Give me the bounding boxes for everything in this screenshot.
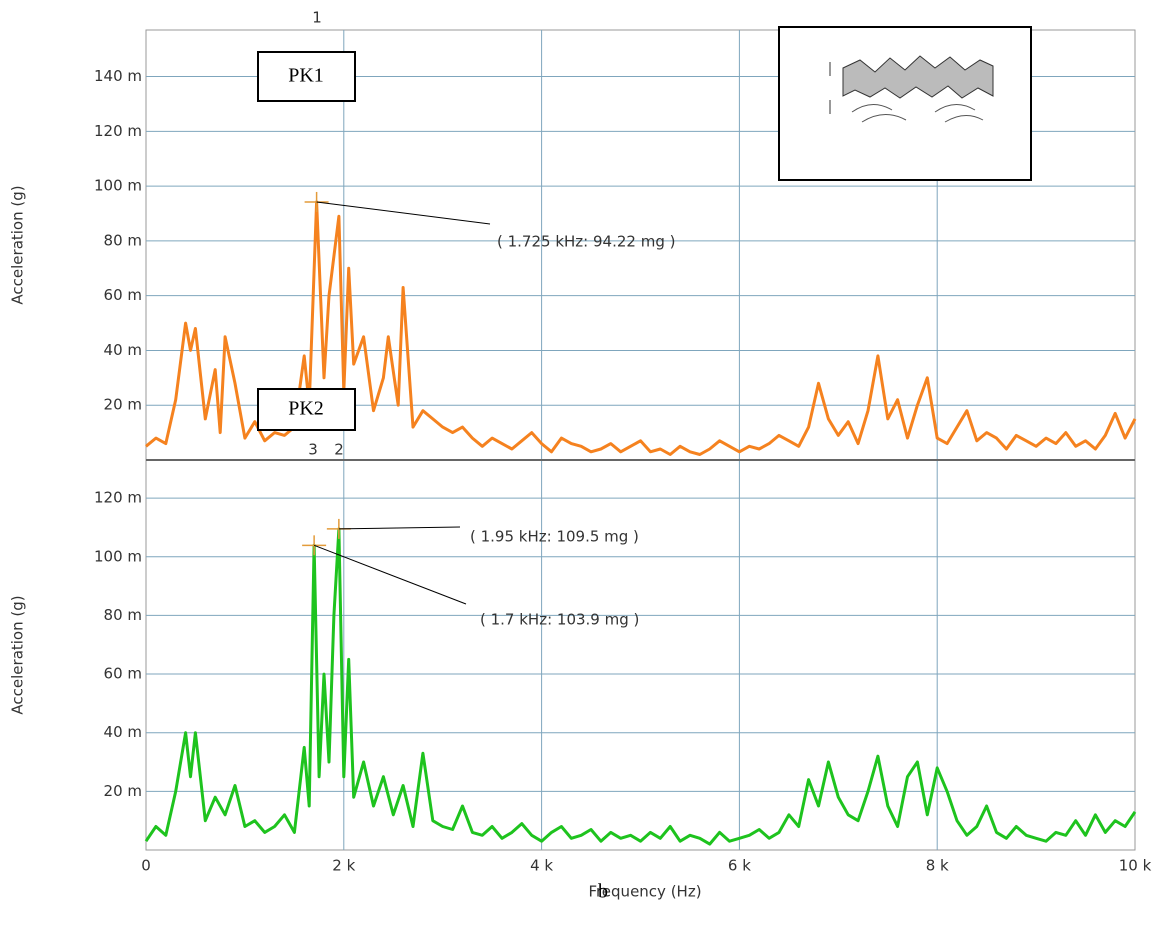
x-tick-label: 0 [141, 857, 151, 875]
cursor-label: 2 [334, 441, 344, 459]
y-tick-label: 80 m [104, 606, 142, 624]
y-tick-label: 100 m [94, 177, 142, 195]
x-tick-label: 4 k [530, 857, 553, 875]
cursor-label: 1 [312, 9, 322, 27]
annotation: ( 1.725 kHz: 94.22 mg ) [497, 233, 675, 251]
annotation: ( 1.7 kHz: 103.9 mg ) [480, 611, 639, 629]
cursor-label: 3 [308, 441, 318, 459]
inset-figure [779, 27, 1031, 180]
y-tick-label: 40 m [104, 723, 142, 741]
y-tick-label: 140 m [94, 67, 142, 85]
chart: 20 m40 m60 m80 m100 m120 m140 mAccelerat… [0, 0, 1166, 931]
y-tick-label: 80 m [104, 231, 142, 249]
y-tick-label: 40 m [104, 341, 142, 359]
x-tick-label: 2 k [332, 857, 355, 875]
y-tick-label: 60 m [104, 286, 142, 304]
pk-label: PK1 [288, 65, 324, 87]
y-tick-label: 100 m [94, 547, 142, 565]
y-tick-label: 120 m [94, 122, 142, 140]
caption: b [598, 881, 608, 903]
y-tick-label: 20 m [104, 782, 142, 800]
y-tick-label: 60 m [104, 665, 142, 683]
x-tick-label: 8 k [926, 857, 949, 875]
y-axis-label: Acceleration (g) [9, 595, 27, 714]
x-tick-label: 10 k [1119, 857, 1152, 875]
y-tick-label: 120 m [94, 489, 142, 507]
y-axis-label: Acceleration (g) [9, 185, 27, 304]
x-tick-label: 6 k [728, 857, 751, 875]
y-tick-label: 20 m [104, 396, 142, 414]
pk-label: PK2 [288, 398, 324, 420]
annotation: ( 1.95 kHz: 109.5 mg ) [470, 528, 639, 546]
